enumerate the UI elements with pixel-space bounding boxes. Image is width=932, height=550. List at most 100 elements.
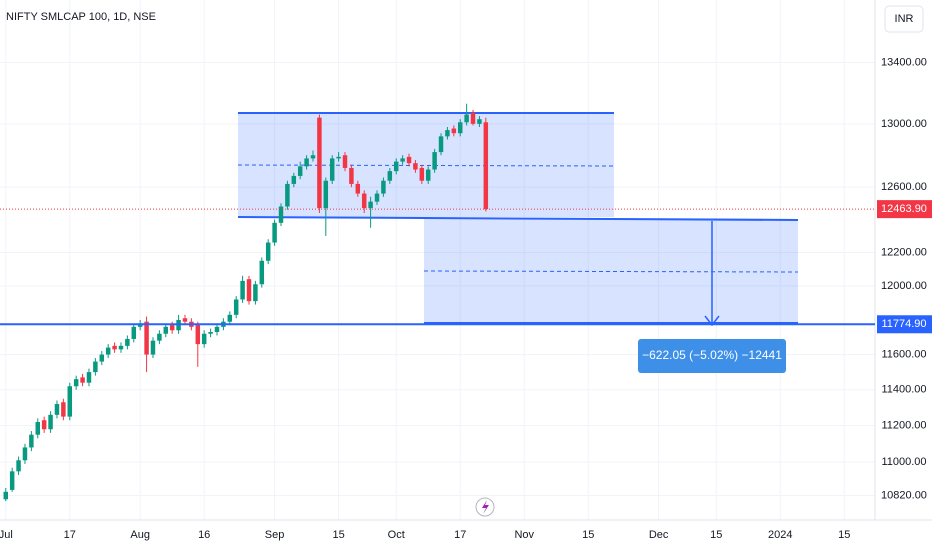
candle-body xyxy=(349,167,354,184)
candle-body xyxy=(253,284,258,302)
candle-body xyxy=(361,193,367,209)
candle-body xyxy=(195,325,201,345)
candle-body xyxy=(381,180,386,194)
candle-body xyxy=(464,114,469,123)
candle-body xyxy=(393,161,399,172)
candle-body xyxy=(368,201,373,209)
x-tick-label: 15 xyxy=(582,529,594,541)
candle-body xyxy=(105,347,111,355)
candle-body xyxy=(406,156,412,164)
target-box xyxy=(424,219,798,323)
candle-body xyxy=(432,152,437,170)
candle-body xyxy=(227,314,233,322)
candle-body xyxy=(329,158,335,181)
candle-body xyxy=(304,158,309,167)
candle-body xyxy=(477,119,482,124)
candle-body xyxy=(374,193,380,202)
range-bottom xyxy=(237,216,799,221)
candle-body xyxy=(99,354,105,362)
last-price-box xyxy=(877,200,932,219)
x-tick-label: 17 xyxy=(454,529,466,541)
candle-body xyxy=(285,183,290,207)
candle-body xyxy=(214,326,220,333)
candle-body xyxy=(157,333,162,341)
grid xyxy=(0,0,875,520)
candle-body xyxy=(35,422,41,435)
candle-body xyxy=(182,318,188,322)
candle-body xyxy=(451,128,457,134)
candle-body xyxy=(150,340,156,355)
candle-body xyxy=(297,166,303,176)
candle-body xyxy=(310,155,316,159)
candle-body xyxy=(445,130,450,137)
candle-body xyxy=(144,321,149,355)
y-tick-label: 12200.00 xyxy=(881,246,927,258)
plot xyxy=(3,103,489,502)
x-tick-label: 15 xyxy=(332,529,344,541)
candle-body xyxy=(9,471,15,490)
y-tick-label: 11200.00 xyxy=(881,420,926,432)
x-tick-label: Oct xyxy=(388,529,405,541)
y-tick-label: 11000.00 xyxy=(881,456,926,468)
candle-body xyxy=(265,242,271,261)
candle-body xyxy=(355,183,361,194)
candle-body xyxy=(131,326,137,339)
y-tick-label: 10820.00 xyxy=(881,489,927,501)
horizontal-line-label: 11774.90 xyxy=(881,318,926,330)
y-tick-label: 12600.00 xyxy=(881,181,927,193)
measure-box xyxy=(638,339,786,373)
last-price-label: 12463.90 xyxy=(881,203,927,215)
chart-title: NIFTY SMLCAP 100, 1D, NSE xyxy=(6,11,156,23)
target-mid xyxy=(423,270,799,273)
candle-body xyxy=(163,326,169,334)
candle-body xyxy=(387,171,393,181)
candle-body xyxy=(438,136,444,153)
candle-body xyxy=(208,332,213,334)
candle-body xyxy=(291,175,297,184)
x-tick-label: 16 xyxy=(198,529,210,541)
horizontal-line-box xyxy=(877,315,932,334)
x-tick-label: 2024 xyxy=(768,529,792,541)
candle-body xyxy=(470,112,476,124)
y-tick-label: 11400.00 xyxy=(881,384,926,396)
candle-body xyxy=(419,167,425,181)
candle-body xyxy=(425,169,431,181)
candle-body xyxy=(3,491,9,500)
candle-body xyxy=(259,260,265,285)
y-tick-label: 13400.00 xyxy=(881,56,927,68)
candle-body xyxy=(342,155,348,168)
candle-body xyxy=(483,122,489,210)
candle-body xyxy=(246,279,252,302)
x-tick-label: Nov xyxy=(514,529,534,541)
candle-body xyxy=(240,280,245,300)
y-tick-label: 12000.00 xyxy=(881,280,927,292)
x-tick-label: Aug xyxy=(130,529,150,541)
x-tick-label: 17 xyxy=(64,529,76,541)
candle-body xyxy=(336,156,341,159)
candle-body xyxy=(278,206,284,223)
candle-body xyxy=(118,345,124,350)
x-tick-label: 15 xyxy=(838,529,850,541)
candle-body xyxy=(400,158,405,162)
candle-body xyxy=(233,299,239,315)
candle-body xyxy=(41,420,47,430)
x-tick-label: Dec xyxy=(649,529,669,541)
candle-body xyxy=(112,345,117,350)
events-bolt xyxy=(482,500,489,514)
candle-body xyxy=(80,377,85,383)
currency-button[interactable] xyxy=(884,5,924,33)
candle-body xyxy=(93,361,98,373)
currency[interactable]: INR xyxy=(895,13,914,25)
candle-body xyxy=(73,379,79,387)
candle-body xyxy=(61,402,66,417)
y-tick-label: 13000.00 xyxy=(881,118,927,130)
x-tick-label: Jul xyxy=(0,529,13,541)
candle-body xyxy=(125,338,130,346)
candle-body xyxy=(54,404,60,415)
candle-body xyxy=(201,333,207,345)
measure-label: −622.05 (−5.02%) −12441 xyxy=(642,348,782,362)
y-tick-label: 11600.00 xyxy=(881,348,926,360)
candle-body xyxy=(317,117,322,209)
